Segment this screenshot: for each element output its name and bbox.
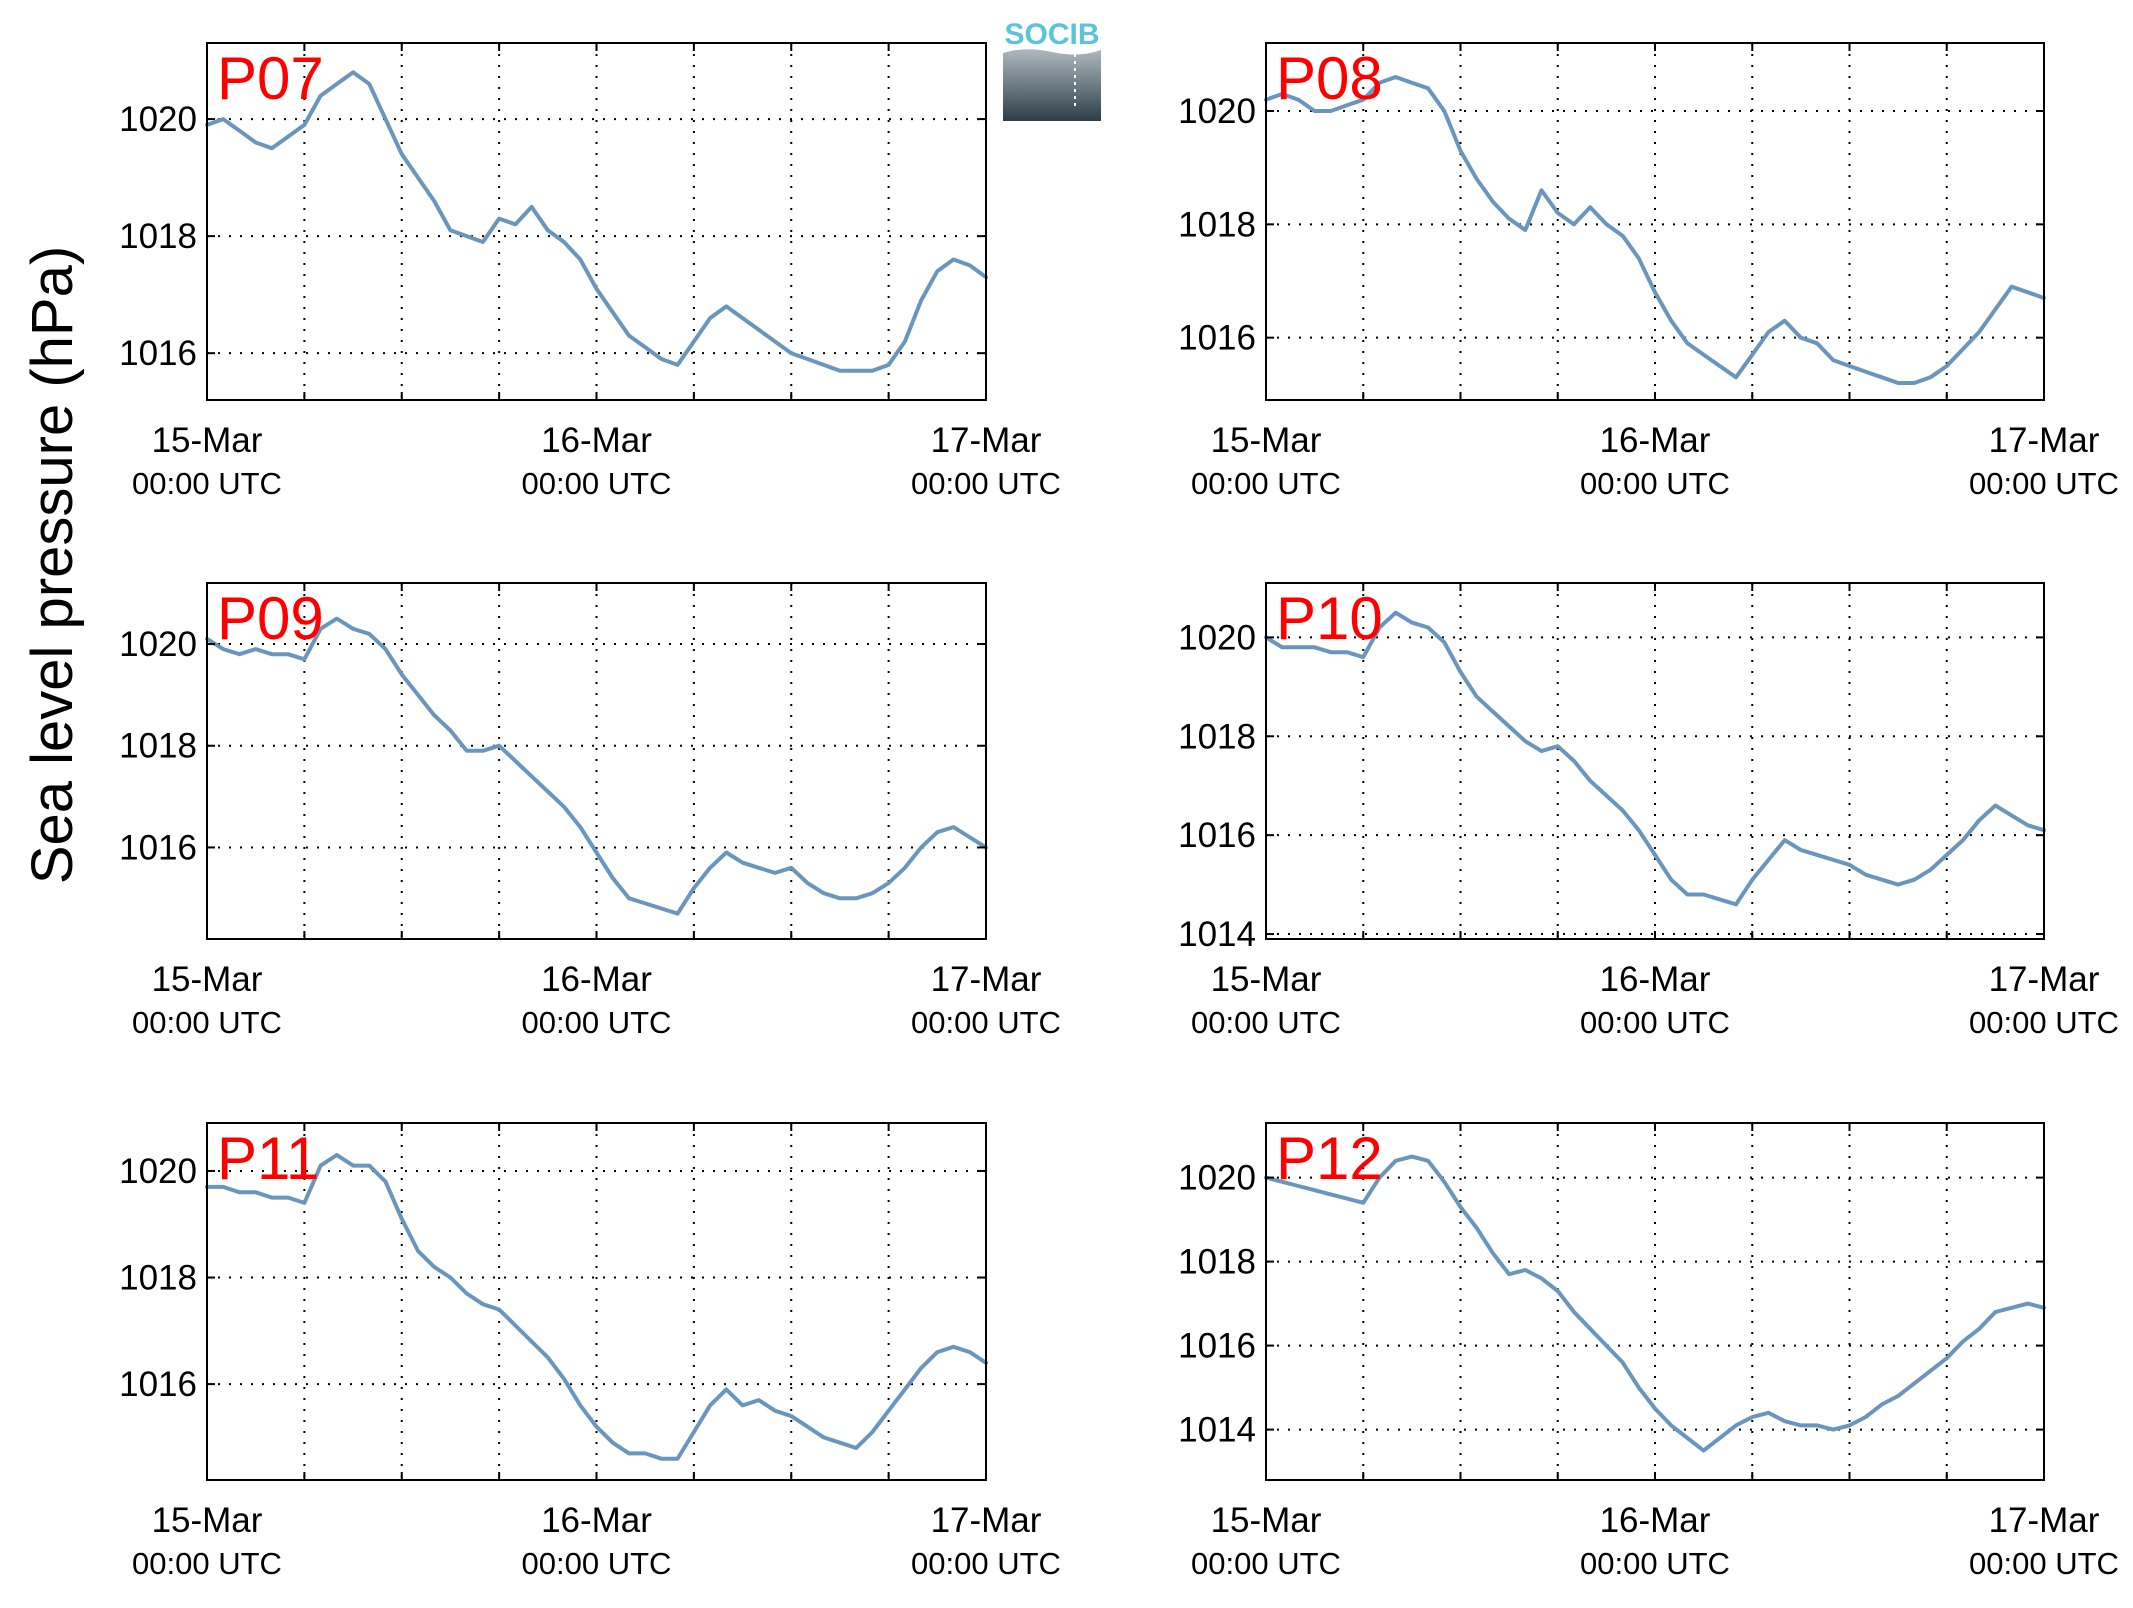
y-tick-label: 1016 [1178,319,1256,358]
panel-p07: 1016 1018 1020 15-Mar 00:00 UTC 16-Mar 00:00 U… [119,42,1061,501]
y-tick-label: 1018 [1178,205,1256,244]
y-axis-label: Sea level pressure (hPa) [20,246,85,884]
x-tick-label-time: 00:00 UTC [132,1546,282,1581]
x-tick-label-date: 15-Mar [1211,1501,1322,1540]
x-tick-label-time: 00:00 UTC [522,466,672,501]
panel-title-p11: P11 [217,1125,319,1192]
x-tick-label-date: 16-Mar [1600,960,1711,999]
x-tick-label-date: 16-Mar [1600,1501,1711,1540]
y-tick-label: 1020 [119,1152,197,1191]
x-tick-label-time: 00:00 UTC [522,1546,672,1581]
y-tick-label: 1020 [119,625,197,664]
x-tick-label-date: 17-Mar [1989,960,2100,999]
y-tick-label: 1020 [1178,92,1256,131]
panel-title-p12: P12 [1276,1125,1383,1192]
panel-title-p10: P10 [1276,585,1383,652]
x-tick-label-date: 16-Mar [541,1501,652,1540]
y-tick-label: 1018 [119,1259,197,1298]
x-tick-label-date: 17-Mar [931,960,1042,999]
y-tick-label: 1016 [119,334,197,373]
x-tick-label-time: 00:00 UTC [911,1005,1061,1040]
panel-p10: 1014 1016 1018 1020 15-Mar 00:00 UTC 16-Mar 00:… [1178,582,2119,1040]
series-line-p12 [1264,1154,2046,1453]
x-tick-label-date: 15-Mar [152,1501,263,1540]
x-tick-label-date: 17-Mar [931,421,1042,460]
x-tick-label-time: 00:00 UTC [911,1546,1061,1581]
x-tick-label-time: 00:00 UTC [911,466,1061,501]
series-line-p11 [205,1153,988,1461]
y-tick-label: 1018 [119,217,197,256]
y-tick-label: 1016 [119,828,197,867]
y-tick-label: 1016 [1178,816,1256,855]
socib-logo-text: SOCIB [1004,18,1099,51]
panel-title-p07: P07 [217,45,324,112]
socib-logo-wave [1003,49,1101,121]
panel-title-p09: P09 [217,585,324,652]
x-tick-label-time: 00:00 UTC [1580,1546,1730,1581]
x-tick-label-time: 00:00 UTC [1191,1005,1341,1040]
socib-logo: SOCIB [1003,18,1101,121]
x-tick-label-time: 00:00 UTC [1191,1546,1341,1581]
x-tick-label-time: 00:00 UTC [1969,466,2119,501]
y-tick-label: 1016 [119,1365,197,1404]
panel-title-p08: P08 [1276,45,1383,112]
x-tick-label-time: 00:00 UTC [522,1005,672,1040]
panel-p08: 1016 1018 1020 15-Mar 00:00 UTC 16-Mar 00:00 U… [1178,42,2119,501]
x-tick-label-date: 16-Mar [541,960,652,999]
series-line-p09 [205,616,988,916]
x-tick-label-date: 17-Mar [931,1501,1042,1540]
x-tick-label-date: 15-Mar [152,421,263,460]
x-tick-label-time: 00:00 UTC [1191,466,1341,501]
series-line-p07 [205,70,988,373]
x-tick-label-date: 17-Mar [1989,1501,2100,1540]
y-tick-label: 1020 [119,100,197,139]
x-tick-label-date: 16-Mar [1600,421,1711,460]
panel-p12: 1014 1016 1018 1020 15-Mar 00:00 UTC 16-Mar 00:… [1178,1122,2119,1581]
y-tick-label: 1020 [1178,1159,1256,1198]
x-tick-label-time: 00:00 UTC [132,1005,282,1040]
y-tick-label: 1016 [1178,1327,1256,1366]
y-tick-label: 1014 [1178,1411,1256,1450]
panel-p11: 1016 1018 1020 15-Mar 00:00 UTC 16-Mar 00:00 U… [119,1122,1061,1581]
y-tick-label: 1020 [1178,618,1256,657]
x-tick-label-time: 00:00 UTC [132,466,282,501]
x-tick-label-time: 00:00 UTC [1969,1005,2119,1040]
y-tick-label: 1014 [1178,915,1256,954]
series-line-p08 [1264,75,2046,385]
x-tick-label-date: 17-Mar [1989,421,2100,460]
x-tick-label-date: 15-Mar [152,960,263,999]
panel-p09: 1016 1018 1020 15-Mar 00:00 UTC 16-Mar 00:00 U… [119,582,1061,1040]
x-tick-label-date: 16-Mar [541,421,652,460]
x-tick-label-time: 00:00 UTC [1969,1546,2119,1581]
x-tick-label-date: 15-Mar [1211,421,1322,460]
y-tick-label: 1018 [1178,717,1256,756]
y-tick-label: 1018 [119,727,197,766]
series-line-p10 [1264,610,2046,907]
y-tick-label: 1018 [1178,1243,1256,1282]
x-tick-label-time: 00:00 UTC [1580,1005,1730,1040]
x-tick-label-date: 15-Mar [1211,960,1322,999]
x-tick-label-time: 00:00 UTC [1580,466,1730,501]
panels: 1016 1018 1020 15-Mar 00:00 UTC 16-Mar 00:00 U… [119,42,2119,1581]
